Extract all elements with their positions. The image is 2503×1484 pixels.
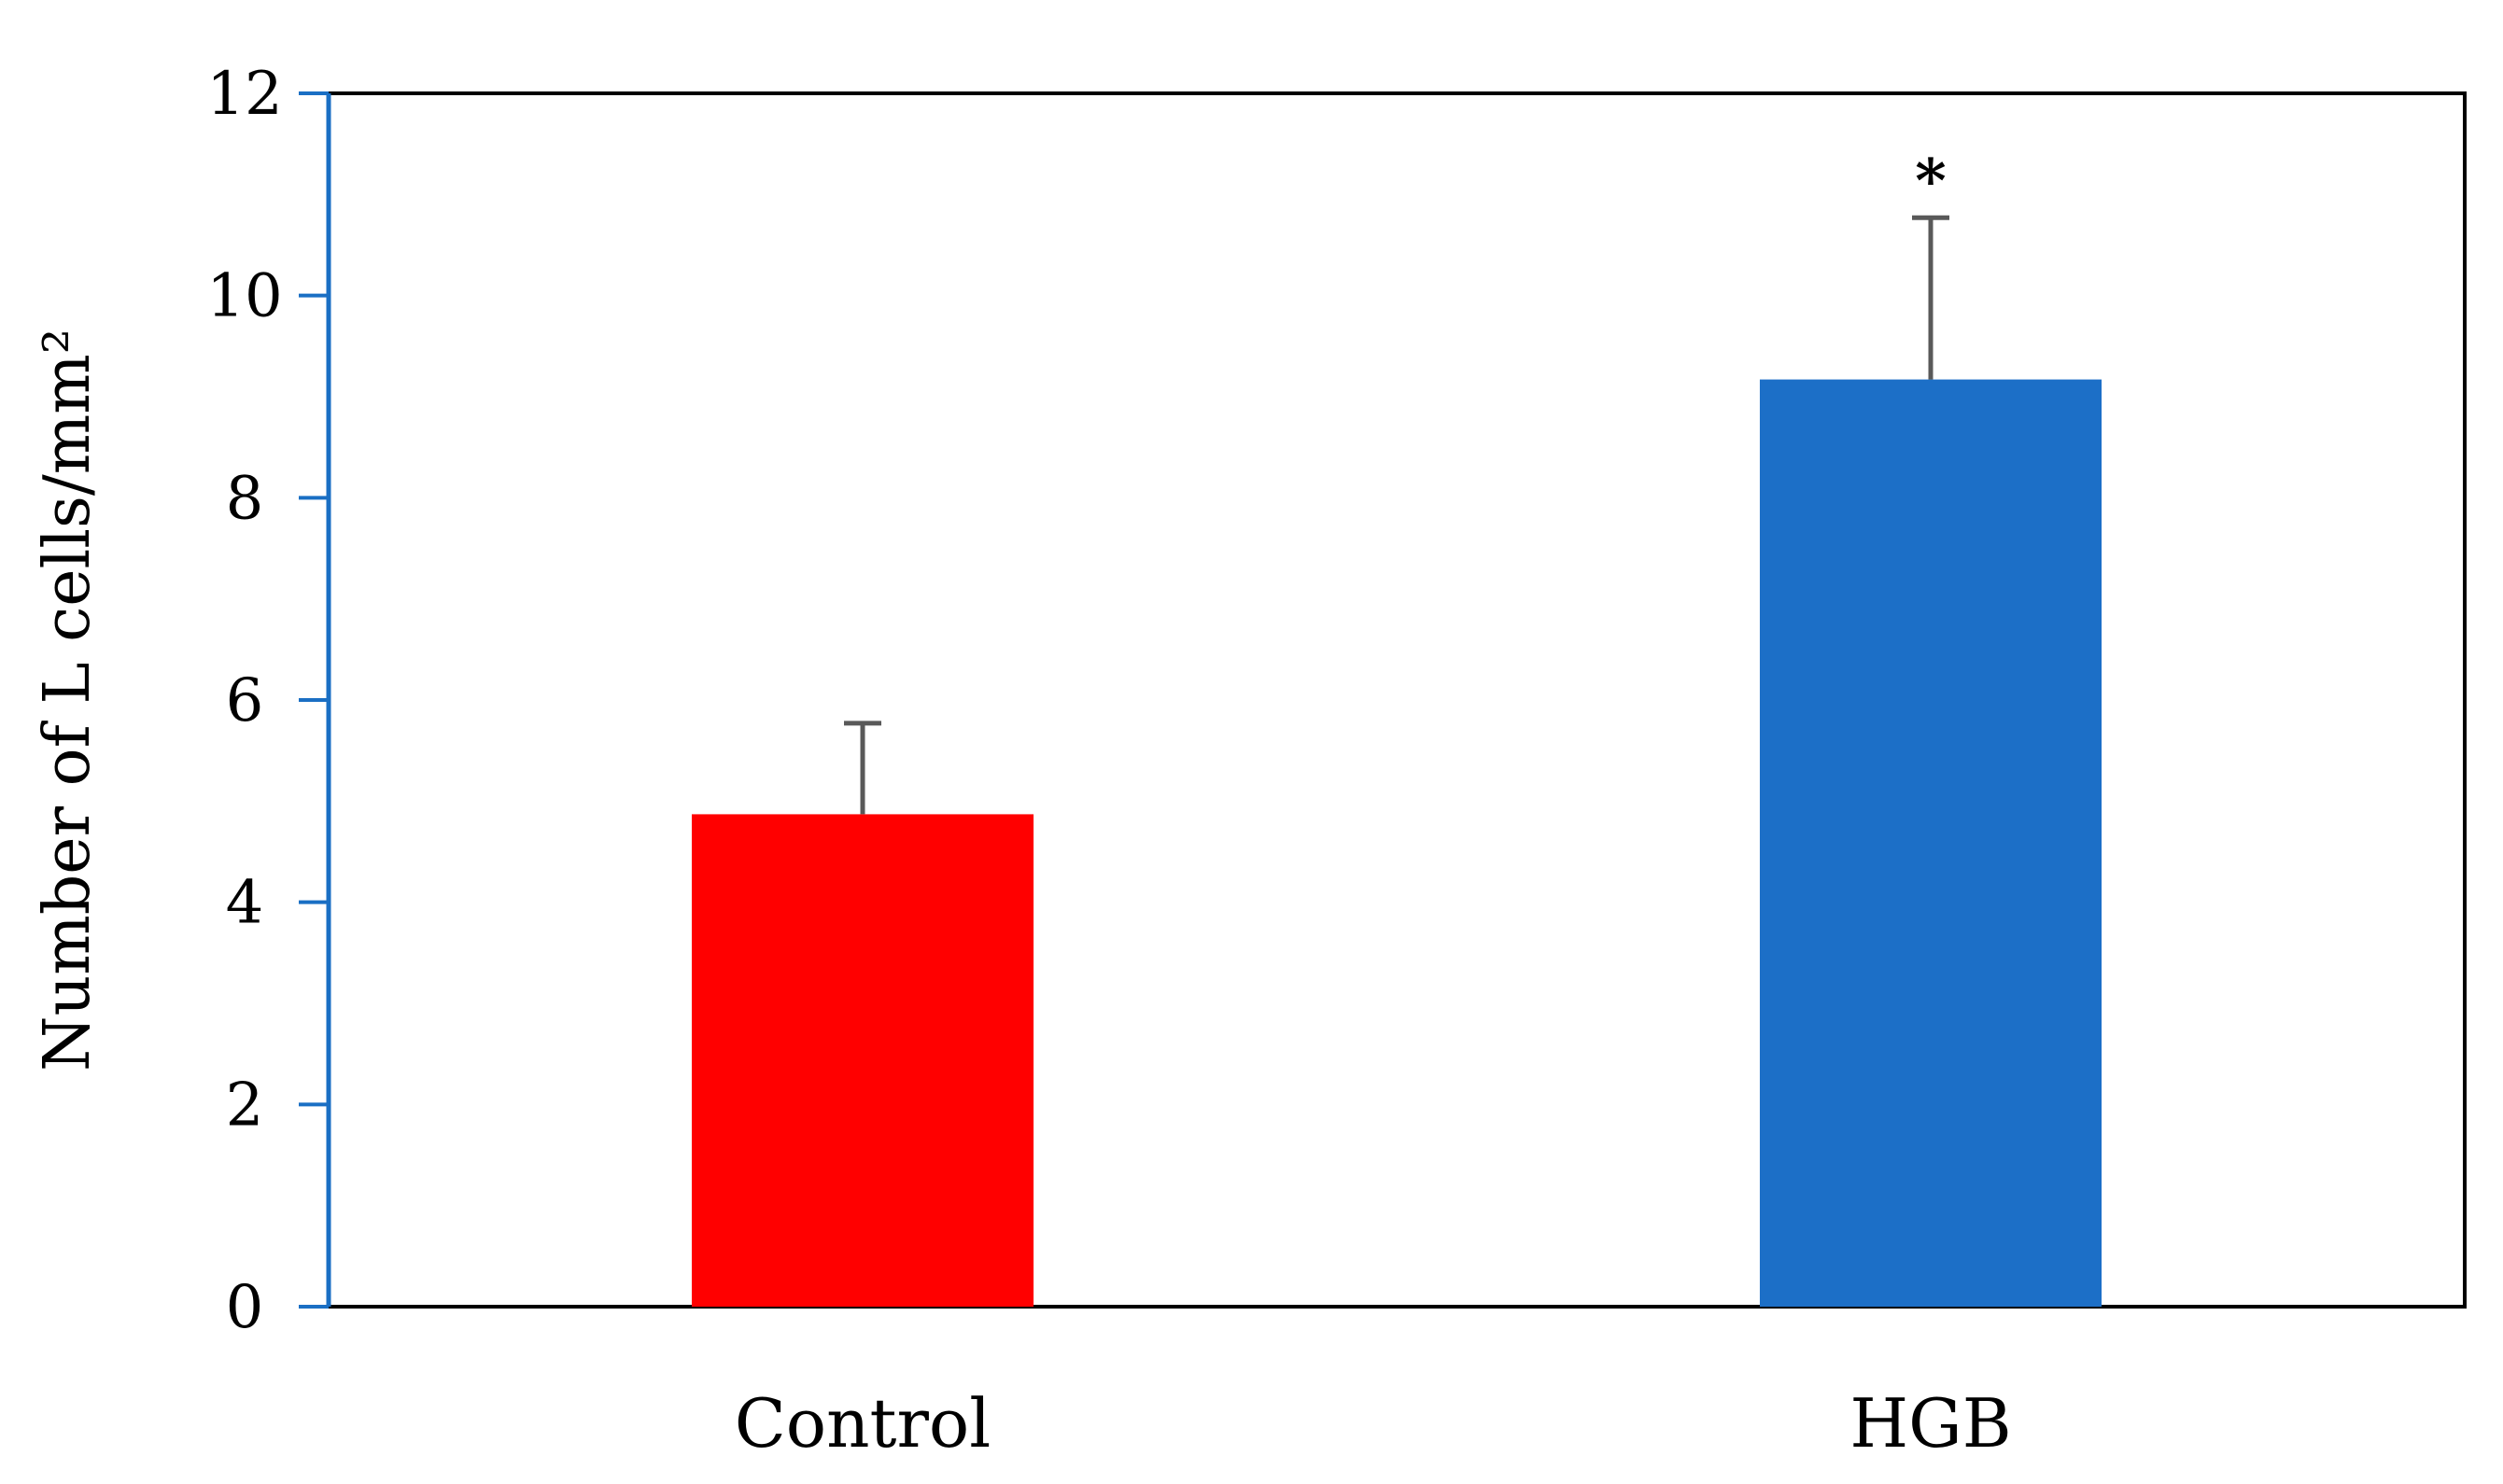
plot-area [327,91,2467,1309]
y-tick-label: 12 [206,60,282,129]
y-tick-label: 6 [226,666,264,735]
y-tick-label: 2 [226,1071,264,1140]
y-axis-ticks: 0 2 4 6 8 10 12 [206,60,329,1342]
y-tick-label: 4 [226,869,264,938]
bars: * [691,146,2102,1307]
y-axis-title: Number of L cells/mm² [31,329,105,1071]
bar-hgb [1759,379,2102,1307]
bar-control [691,814,1034,1307]
x-axis-labels: Control HGB [735,1384,2012,1463]
y-tick-label: 8 [226,464,264,533]
y-tick-label: 10 [206,262,282,331]
y-tick-label: 0 [226,1273,264,1342]
significance-marker: * [1915,146,1946,216]
x-category-label: HGB [1849,1384,2011,1463]
x-category-label: Control [735,1384,991,1463]
